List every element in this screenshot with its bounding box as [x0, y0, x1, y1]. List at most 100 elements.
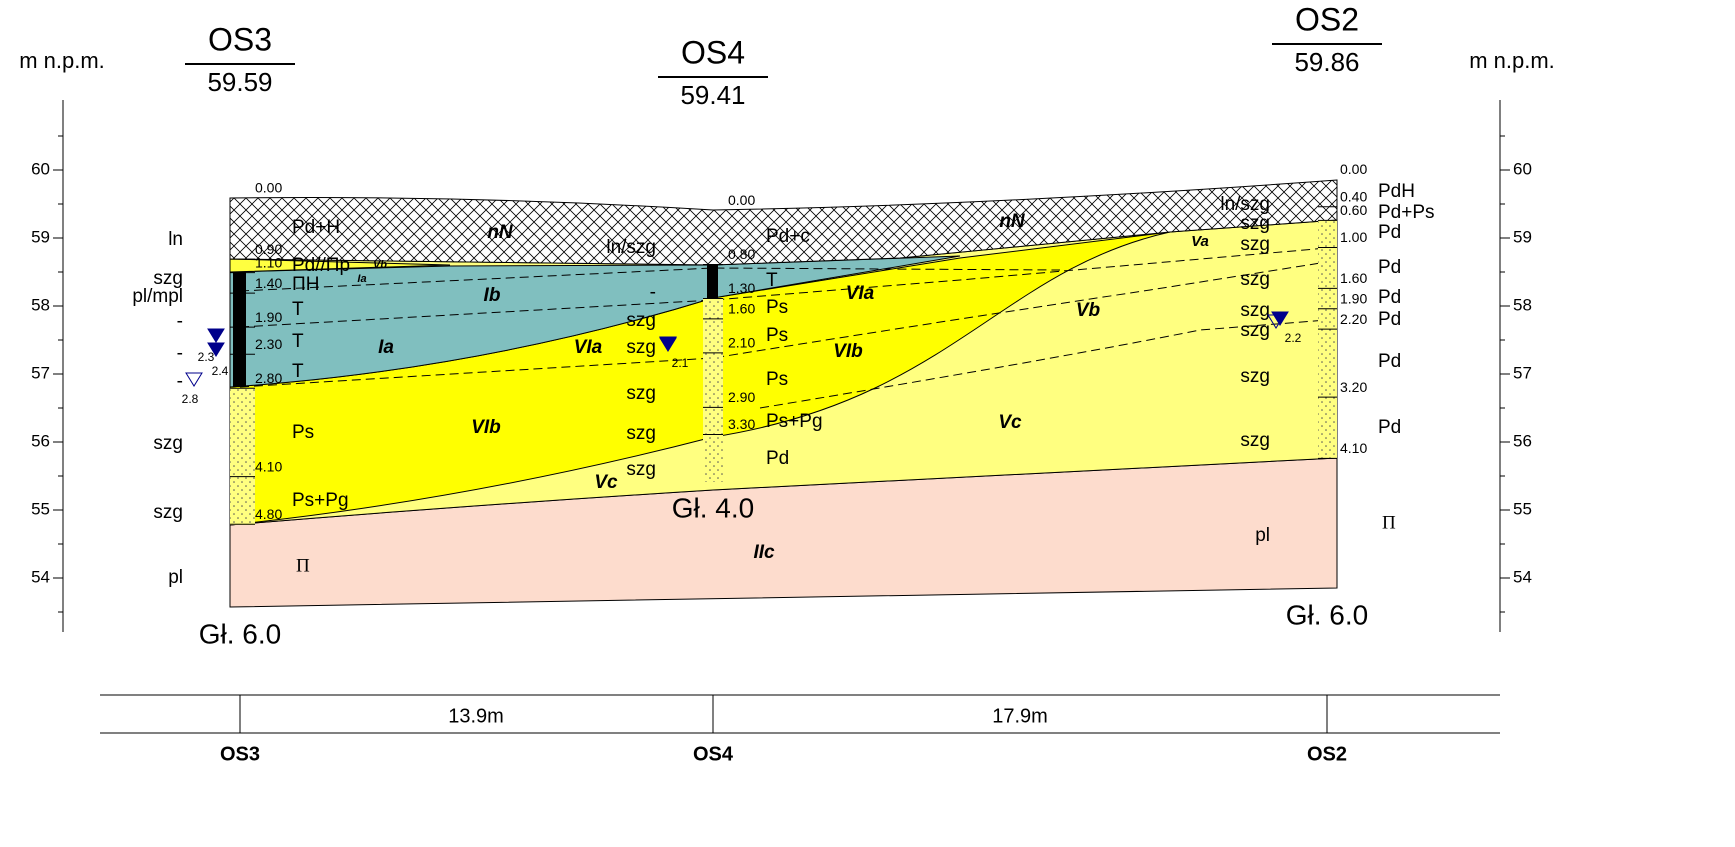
- depth-label: 1.60: [1340, 270, 1367, 286]
- state-label: ln/szg: [1220, 194, 1270, 215]
- soil-label: Ps: [766, 297, 788, 318]
- zone-label: Ia: [378, 337, 394, 358]
- zone-label: nN: [999, 211, 1026, 232]
- state-label: szg: [1240, 213, 1270, 234]
- depth-label: 4.10: [1340, 440, 1367, 456]
- state-label: szg: [626, 459, 656, 480]
- water-marker: [186, 373, 202, 386]
- depth-label: 3.30: [728, 416, 755, 432]
- zone-label: VIb: [833, 341, 863, 362]
- state-label: pl: [168, 567, 183, 588]
- borehole-depth: Gł. 6.0: [1286, 599, 1368, 630]
- axis-label: m n.p.m.: [19, 48, 105, 73]
- depth-label: 2.30: [255, 336, 282, 352]
- depth-label: 1.40: [255, 275, 282, 291]
- depth-label: 1.10: [255, 254, 282, 270]
- water-level: 2.1: [672, 356, 689, 370]
- depth-label: 2.20: [1340, 311, 1367, 327]
- state-label: szg: [1240, 366, 1270, 387]
- tick-label: 54: [1513, 567, 1532, 586]
- soil-label: Ps: [766, 369, 788, 390]
- zone-label: Vc: [998, 412, 1022, 433]
- water-marker: [208, 329, 224, 342]
- depth-label: 0.00: [1340, 161, 1367, 177]
- state-label: -: [177, 371, 183, 392]
- depth-label: 0.80: [728, 246, 755, 262]
- borehole-column: [703, 298, 723, 482]
- state-label: szg: [1240, 234, 1270, 255]
- depth-label: 1.00: [1340, 229, 1367, 245]
- borehole-label: OS4: [693, 743, 734, 765]
- cross-section: m n.p.m. m n.p.m. 13.9m 17.9m 6060595958…: [0, 0, 1735, 847]
- state-label: szg: [153, 433, 183, 454]
- tick-label: 55: [31, 499, 50, 518]
- borehole-name: OS2: [1295, 1, 1359, 37]
- soil-label: Pd: [1378, 287, 1401, 308]
- zone-label: Ib: [484, 285, 501, 306]
- tick-label: 59: [31, 227, 50, 246]
- soil-label: Pd: [1378, 257, 1401, 278]
- zone-label: VIb: [471, 417, 501, 438]
- state-label: szg: [1240, 269, 1270, 290]
- borehole-depth: Gł. 4.0: [672, 492, 754, 523]
- soil-label: Pd+Ps: [1378, 202, 1435, 223]
- depth-label: 4.10: [255, 458, 282, 474]
- borehole-elevation: 59.59: [207, 67, 272, 97]
- borehole-elevation: 59.86: [1294, 47, 1359, 77]
- state-label: szg: [153, 502, 183, 523]
- depth-label: 1.30: [728, 280, 755, 296]
- state-label: szg: [626, 310, 656, 331]
- borehole-column: [230, 388, 255, 525]
- borehole-name: OS4: [681, 34, 745, 70]
- distance: 17.9m: [992, 705, 1048, 727]
- tick-label: 58: [31, 295, 50, 314]
- zone-label: VIa: [574, 337, 603, 358]
- state-label: pl/mpl: [132, 286, 183, 307]
- soil-label: Ps: [292, 422, 314, 443]
- water-level: 2.3: [198, 350, 215, 364]
- soil-label: Pd+c: [766, 226, 810, 247]
- state-label: szg: [626, 383, 656, 404]
- state-label: szg: [1240, 320, 1270, 341]
- soil-label: Pd+H: [292, 217, 340, 238]
- water-level: 2.8: [182, 392, 199, 406]
- soil-label: Ps+Pg: [766, 411, 823, 432]
- borehole-depth: Gł. 6.0: [199, 618, 281, 649]
- state-label: szg: [1240, 300, 1270, 321]
- state-label: -: [177, 343, 183, 364]
- soil-label: Pd: [1378, 417, 1401, 438]
- borehole-column: [707, 265, 718, 298]
- zone-label: Va: [1191, 233, 1209, 250]
- soil-label: Ps+Pg: [292, 490, 349, 511]
- zone-label: nN: [487, 222, 514, 243]
- depth-label: 3.20: [1340, 379, 1367, 395]
- distance: 13.9m: [448, 705, 504, 727]
- state-label: -: [177, 311, 183, 332]
- tick-label: 57: [31, 363, 50, 382]
- tick-label: 59: [1513, 227, 1532, 246]
- tick-label: 54: [31, 567, 50, 586]
- depth-label: 1.90: [255, 309, 282, 325]
- borehole-label: OS2: [1307, 743, 1347, 765]
- zone-label: Ia: [357, 273, 366, 285]
- state-label: ln/szg: [606, 237, 656, 258]
- depth-label: 2.90: [728, 389, 755, 405]
- soil-label: ΠH: [292, 274, 319, 295]
- soil-label: Ps: [766, 325, 788, 346]
- axis-label: m n.p.m.: [1469, 48, 1555, 73]
- borehole-elevation: 59.41: [680, 80, 745, 110]
- soil-label: PdH: [1378, 181, 1415, 202]
- soil-label: Pd: [1378, 309, 1401, 330]
- page: { "axis_label": "m n.p.m.", "elevation_t…: [0, 0, 1735, 847]
- water-level: 2.2: [1285, 331, 1302, 345]
- water-level: 2.4: [212, 364, 229, 378]
- soil-label: Pd: [766, 448, 789, 469]
- tick-label: 56: [31, 431, 50, 450]
- tick-label: 56: [1513, 431, 1532, 450]
- tick-label: 55: [1513, 499, 1532, 518]
- zone-label: VIa: [846, 283, 875, 304]
- zone-label: Vb: [373, 259, 387, 271]
- tick-label: 58: [1513, 295, 1532, 314]
- tick-label: 60: [31, 159, 50, 178]
- state-label: szg: [1240, 430, 1270, 451]
